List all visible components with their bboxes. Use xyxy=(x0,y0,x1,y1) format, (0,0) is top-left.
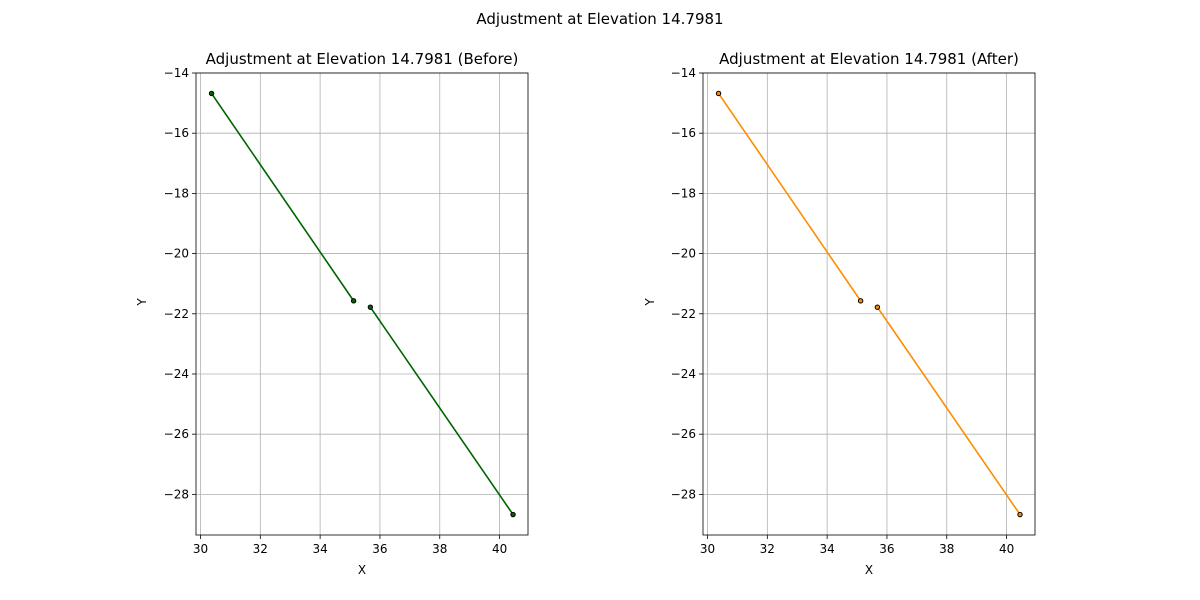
chart-after-data-point xyxy=(874,304,881,310)
chart-before-x-axis-label: X xyxy=(358,563,366,577)
chart-after-y-tick-label: −28 xyxy=(671,487,696,501)
chart-before-y-axis-label: Y xyxy=(135,298,149,307)
chart-after-y-tick-label: −18 xyxy=(671,186,696,200)
chart-after-y-tick-label: −24 xyxy=(671,367,696,381)
chart-after: Adjustment at Elevation 14.7981 (After) … xyxy=(643,50,1036,577)
chart-after-data-point xyxy=(1017,511,1023,518)
chart-after-x-tick-label: 32 xyxy=(760,542,775,556)
chart-before-y-tick-label: −26 xyxy=(164,427,189,441)
chart-after-data-point xyxy=(715,90,722,97)
chart-before-series-line xyxy=(210,92,355,302)
chart-after-x-tick-label: 30 xyxy=(700,542,715,556)
chart-after-y-tick-label: −14 xyxy=(671,66,696,80)
chart-before-x-tick-label: 36 xyxy=(372,542,387,556)
figure-suptitle: Adjustment at Elevation 14.7981 xyxy=(476,10,723,28)
chart-after-x-axis-label: X xyxy=(865,563,873,577)
chart-before-data-point xyxy=(510,511,516,518)
chart-before-y-tick-label: −22 xyxy=(164,307,189,321)
chart-before-y-tick-label: −14 xyxy=(164,66,189,80)
chart-before-y-tick-label: −24 xyxy=(164,367,189,381)
chart-before-x-tick-label: 32 xyxy=(253,542,268,556)
chart-after-x-tick-label: 38 xyxy=(939,542,954,556)
chart-before-title: Adjustment at Elevation 14.7981 (Before) xyxy=(206,50,519,68)
chart-before-y-tick-label: −28 xyxy=(164,487,189,501)
chart-after-x-tick-label: 40 xyxy=(999,542,1014,556)
chart-after-y-tick-label: −16 xyxy=(671,126,696,140)
chart-before-y-tick-label: −18 xyxy=(164,186,189,200)
chart-before-x-tick-label: 38 xyxy=(432,542,447,556)
chart-after-plot-frame xyxy=(702,72,1036,536)
chart-after-y-tick-label: −26 xyxy=(671,427,696,441)
chart-after-x-tick-label: 36 xyxy=(879,542,894,556)
chart-before-plot-frame xyxy=(195,72,529,536)
chart-before-x-tick-label: 34 xyxy=(312,542,327,556)
chart-after-series-line xyxy=(876,306,1022,516)
chart-after-title: Adjustment at Elevation 14.7981 (After) xyxy=(719,50,1019,68)
chart-before-data-point xyxy=(350,298,357,304)
chart-after-series-line xyxy=(717,92,862,302)
chart-before-x-tick-label: 30 xyxy=(193,542,208,556)
chart-before-grid xyxy=(196,72,528,535)
chart-after-data-point xyxy=(857,298,864,304)
chart-after-x-tick-label: 34 xyxy=(819,542,834,556)
chart-before-y-tick-label: −20 xyxy=(164,247,189,261)
chart-after-grid xyxy=(703,72,1035,535)
chart-before-x-tick-label: 40 xyxy=(492,542,507,556)
chart-after-y-tick-label: −20 xyxy=(671,247,696,261)
chart-before: Adjustment at Elevation 14.7981 (Before)… xyxy=(135,50,529,577)
chart-before-data-point xyxy=(367,304,374,310)
chart-before-data-point xyxy=(208,90,215,97)
chart-before-y-tick-label: −16 xyxy=(164,126,189,140)
chart-after-y-tick-label: −22 xyxy=(671,307,696,321)
chart-after-y-axis-label: Y xyxy=(643,298,657,307)
chart-before-series-line xyxy=(369,306,515,516)
